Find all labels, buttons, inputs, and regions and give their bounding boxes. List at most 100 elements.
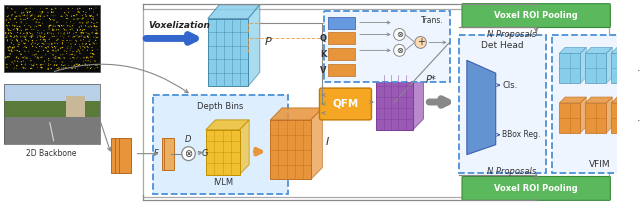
Point bbox=[86, 25, 97, 29]
Point bbox=[17, 39, 27, 43]
Bar bbox=[4, 5, 100, 72]
Point bbox=[90, 38, 100, 42]
Point bbox=[71, 63, 81, 67]
Point bbox=[58, 39, 68, 42]
Point bbox=[55, 53, 65, 57]
Point bbox=[18, 59, 28, 63]
Point bbox=[37, 11, 47, 14]
Point bbox=[72, 29, 83, 32]
Point bbox=[39, 15, 49, 18]
Point bbox=[31, 63, 42, 66]
Point bbox=[68, 22, 79, 25]
Point bbox=[71, 63, 81, 66]
Point bbox=[28, 39, 38, 42]
Point bbox=[67, 36, 77, 39]
Point bbox=[44, 25, 54, 29]
Point bbox=[13, 49, 23, 52]
Point bbox=[87, 55, 97, 59]
Point bbox=[9, 28, 19, 31]
Point bbox=[29, 25, 40, 29]
Bar bbox=[4, 101, 100, 120]
Point bbox=[49, 10, 59, 14]
Point bbox=[32, 35, 42, 39]
Polygon shape bbox=[208, 5, 260, 19]
Point bbox=[33, 34, 43, 38]
Text: 2D Backbone: 2D Backbone bbox=[26, 149, 77, 158]
Point bbox=[86, 21, 97, 24]
Point bbox=[20, 38, 31, 41]
Point bbox=[48, 49, 58, 52]
Point bbox=[33, 42, 44, 45]
Text: K: K bbox=[320, 50, 326, 59]
Point bbox=[93, 21, 103, 24]
Point bbox=[12, 55, 22, 59]
Point bbox=[4, 46, 14, 50]
Text: Q: Q bbox=[319, 34, 326, 43]
Point bbox=[70, 39, 81, 42]
Point bbox=[15, 14, 26, 18]
Point bbox=[63, 64, 74, 67]
Point bbox=[27, 13, 37, 17]
Point bbox=[3, 46, 13, 49]
Point bbox=[36, 31, 47, 34]
Point bbox=[24, 63, 35, 66]
Point bbox=[90, 63, 100, 67]
Point bbox=[58, 64, 68, 67]
Point bbox=[86, 63, 97, 66]
Text: Det Head: Det Head bbox=[481, 41, 524, 50]
Point bbox=[12, 56, 22, 59]
Point bbox=[48, 28, 58, 31]
Point bbox=[43, 67, 53, 71]
Point bbox=[81, 13, 91, 16]
Point bbox=[36, 56, 46, 59]
Point bbox=[74, 50, 84, 53]
Point bbox=[34, 21, 44, 24]
Point bbox=[26, 67, 36, 70]
Point bbox=[43, 11, 53, 14]
Point bbox=[79, 56, 89, 59]
Point bbox=[72, 17, 83, 21]
Point bbox=[38, 42, 48, 45]
Point bbox=[72, 13, 82, 16]
Point bbox=[12, 39, 22, 42]
Point bbox=[53, 49, 63, 52]
Point bbox=[66, 64, 76, 67]
Point bbox=[31, 56, 41, 60]
Point bbox=[91, 28, 101, 31]
Point bbox=[92, 42, 102, 45]
Point bbox=[50, 7, 60, 10]
Point bbox=[21, 32, 31, 36]
Point bbox=[40, 35, 50, 38]
Point bbox=[18, 14, 28, 17]
Point bbox=[86, 55, 96, 59]
Point bbox=[89, 24, 99, 28]
Point bbox=[54, 66, 64, 69]
Point bbox=[1, 15, 12, 18]
Point bbox=[57, 67, 67, 70]
Point bbox=[66, 53, 76, 56]
Point bbox=[87, 17, 97, 20]
Point bbox=[37, 22, 47, 25]
Point bbox=[36, 63, 47, 66]
Point bbox=[74, 11, 84, 14]
Point bbox=[21, 34, 31, 38]
Point bbox=[56, 47, 66, 50]
Point bbox=[83, 34, 93, 38]
Point bbox=[80, 62, 90, 66]
Point bbox=[63, 45, 73, 48]
Point bbox=[81, 59, 91, 62]
Point bbox=[57, 42, 67, 45]
Point bbox=[60, 28, 70, 31]
Point bbox=[83, 21, 93, 24]
Point bbox=[10, 17, 20, 20]
Point bbox=[86, 14, 96, 18]
Point bbox=[10, 59, 20, 63]
Point bbox=[22, 10, 32, 13]
Point bbox=[77, 28, 87, 31]
Point bbox=[70, 31, 81, 34]
Point bbox=[41, 7, 51, 10]
Point bbox=[50, 49, 60, 53]
Point bbox=[77, 29, 88, 32]
Point bbox=[45, 24, 55, 27]
Point bbox=[89, 24, 99, 27]
